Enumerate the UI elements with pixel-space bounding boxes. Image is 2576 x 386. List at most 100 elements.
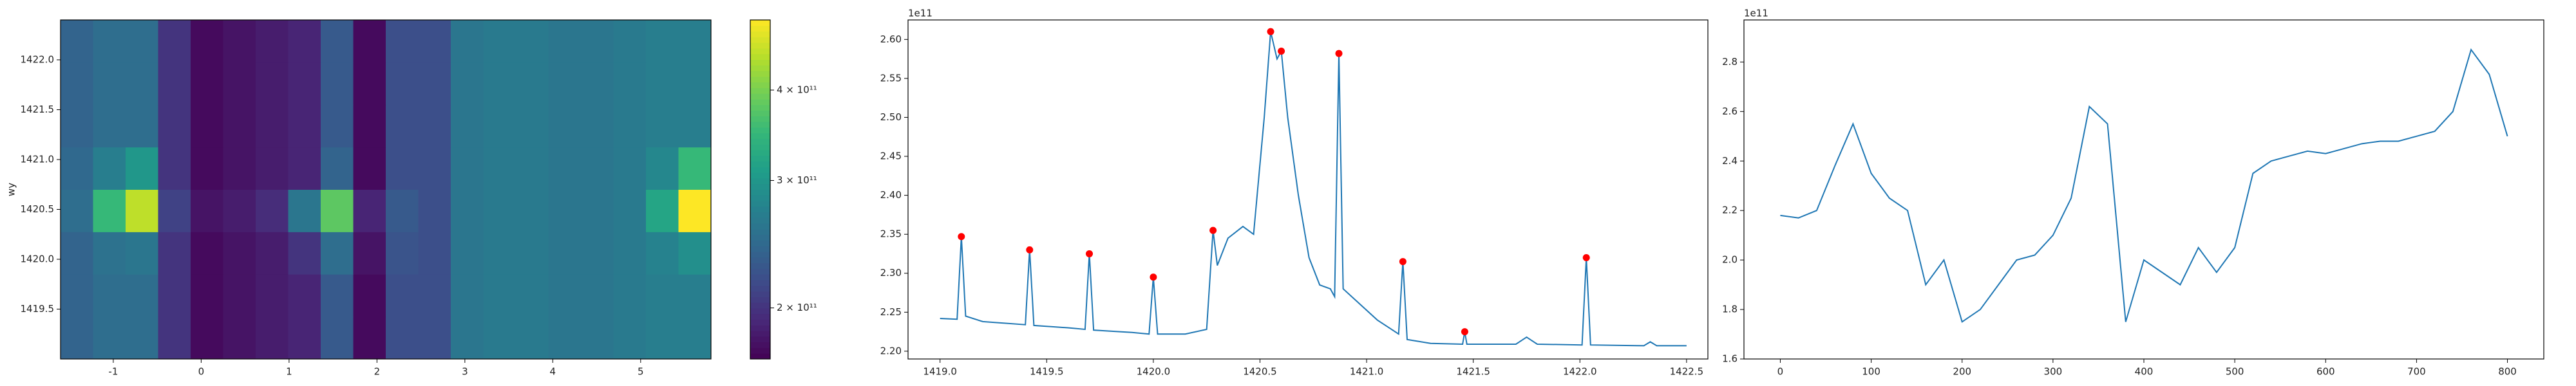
heatmap-cell xyxy=(256,20,289,63)
colorbar-step xyxy=(750,104,770,111)
heatmap-cell xyxy=(61,274,93,317)
heatmap-cell xyxy=(548,317,582,360)
heatmap-cell xyxy=(386,147,419,190)
y-tick-label: 2.60 xyxy=(880,33,902,45)
heatmap-cell xyxy=(418,20,451,63)
y-tick-label: 2.20 xyxy=(880,345,902,356)
y-tick-label: 2.30 xyxy=(880,267,902,279)
heatmap-cell xyxy=(321,104,354,148)
heatmap-cell xyxy=(191,62,223,106)
heatmap-cell xyxy=(386,317,419,360)
y-tick-label: 2.50 xyxy=(880,111,902,123)
heatmap-cell xyxy=(386,104,419,148)
heatmap-cell xyxy=(288,147,321,190)
y-tick-label: 2.2 xyxy=(1722,205,1738,216)
heatmap-cell xyxy=(288,274,321,317)
colorbar-step xyxy=(750,98,770,106)
heatmap-cell xyxy=(126,62,158,106)
colorbar-tick-label: 2 × 10¹¹ xyxy=(777,302,817,313)
heatmap-cell xyxy=(353,20,386,63)
heatmap-cell xyxy=(158,232,191,275)
heatmap-cell xyxy=(581,274,614,317)
colorbar-step xyxy=(750,212,770,218)
heatmap-cell xyxy=(223,274,256,317)
heatmap-cell xyxy=(548,147,582,190)
heatmap-cell xyxy=(256,232,289,275)
x-tick-label: 300 xyxy=(2044,366,2063,378)
heatmap-cell xyxy=(158,189,191,232)
heatmap-cell xyxy=(126,232,158,275)
heatmap-cell xyxy=(126,20,158,63)
colorbar-step xyxy=(750,53,770,60)
y-tick-label: 2.25 xyxy=(880,306,902,318)
heatmap-cell xyxy=(516,104,549,148)
colorbar-step xyxy=(750,144,770,151)
heatmap-cell xyxy=(61,62,93,106)
line xyxy=(1780,48,2508,323)
heatmap-cell xyxy=(191,20,223,63)
colorbar-step xyxy=(750,93,770,100)
heatmap-cell xyxy=(321,317,354,360)
heatmap-cell xyxy=(191,317,223,360)
heatmap-cell xyxy=(613,147,647,190)
heatmap-cell xyxy=(256,274,289,317)
line xyxy=(940,31,1687,347)
colorbar-step xyxy=(750,342,770,348)
heatmap-cell xyxy=(321,20,354,63)
heatmap-cell xyxy=(483,189,516,232)
peak-marker xyxy=(1086,250,1094,257)
heatmap-cell xyxy=(548,62,582,106)
heatmap-cell xyxy=(353,62,386,106)
peak-marker xyxy=(1150,273,1157,281)
heatmap-cell xyxy=(158,20,191,63)
heatmap-cell xyxy=(516,317,549,360)
heatmap-cell xyxy=(353,274,386,317)
colorbar-step xyxy=(750,178,770,185)
plot-frame xyxy=(907,19,1709,360)
heatmap-cell xyxy=(93,104,126,148)
heatmap-cell xyxy=(483,20,516,63)
colorbar-step xyxy=(750,347,770,354)
heatmap-cell xyxy=(321,147,354,190)
heatmap-cell xyxy=(61,104,93,148)
colorbar-step xyxy=(750,167,770,173)
heatmap-cell xyxy=(93,232,126,275)
heatmap-cell xyxy=(451,20,484,63)
colorbar-step xyxy=(750,48,770,55)
colorbar-step xyxy=(750,291,770,297)
heatmap-cell xyxy=(353,232,386,275)
peak-marker xyxy=(1026,246,1034,253)
colorbar-step xyxy=(750,257,770,264)
colorbar-step xyxy=(750,313,770,320)
colorbar-step xyxy=(750,308,770,315)
heatmap-cell xyxy=(288,189,321,232)
heatmap-cell xyxy=(61,317,93,360)
colorbar-step xyxy=(750,268,770,275)
heatmap-cell xyxy=(483,274,516,317)
colorbar-step xyxy=(750,161,770,167)
heatmap-cell xyxy=(516,189,549,232)
heatmap-cell xyxy=(678,274,712,317)
x-tick-label: 1419.5 xyxy=(1030,366,1064,378)
heatmap-cell xyxy=(418,147,451,190)
plot-frame xyxy=(1743,19,2544,360)
heatmap-cell xyxy=(288,104,321,148)
heatmap-cell xyxy=(93,274,126,317)
colorbar-step xyxy=(750,319,770,326)
heatmap-cell xyxy=(613,317,647,360)
peak-marker xyxy=(1582,254,1590,262)
heatmap-cell xyxy=(93,20,126,63)
colorbar-step xyxy=(750,336,770,343)
x-tick-label: 600 xyxy=(2316,366,2335,378)
colorbar-step xyxy=(750,325,770,331)
heatmap-cell xyxy=(158,62,191,106)
y-tick-label: 2.55 xyxy=(880,72,902,84)
colorbar-step xyxy=(750,42,770,49)
heatmap-cell xyxy=(256,189,289,232)
y-tick-label: 1421.0 xyxy=(21,154,55,165)
colorbar-step xyxy=(750,31,770,37)
heatmap-cell xyxy=(158,317,191,360)
heatmap-cell xyxy=(386,62,419,106)
colorbar-step xyxy=(750,234,770,241)
